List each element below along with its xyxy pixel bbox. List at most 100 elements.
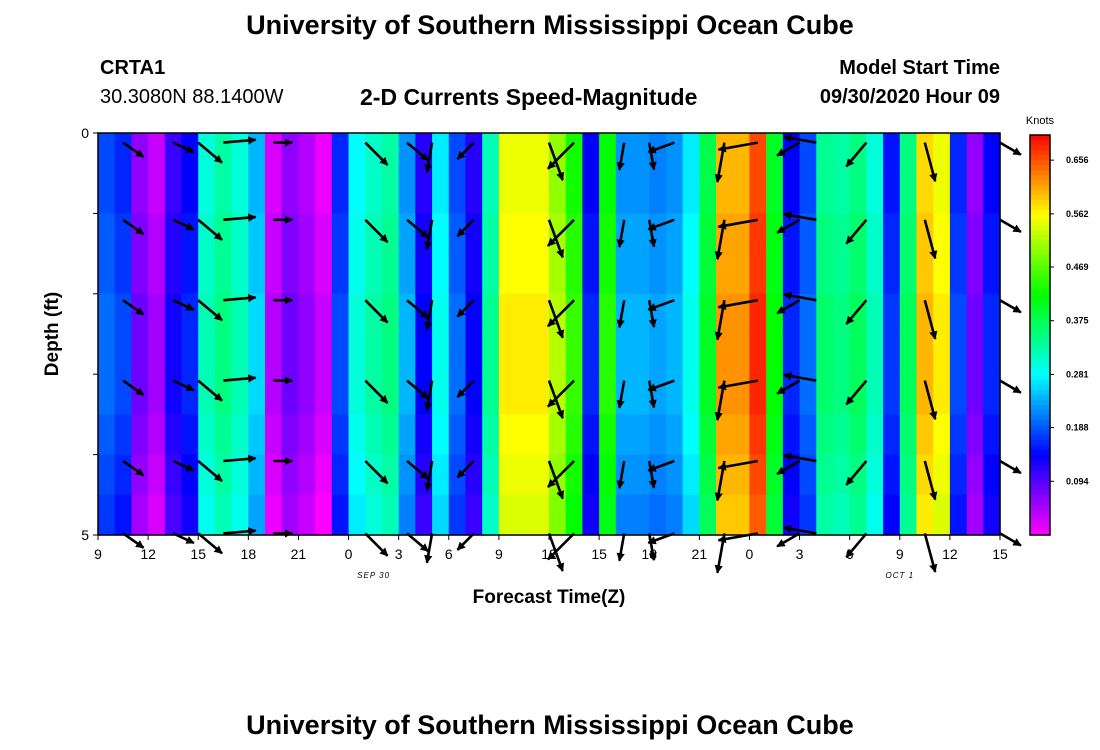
heatmap-cell	[98, 454, 116, 496]
heatmap-cell	[665, 334, 684, 375]
heatmap-cell	[465, 454, 483, 496]
heatmap-cell	[766, 334, 784, 375]
heatmap-cell	[265, 213, 283, 255]
heatmap-cell	[732, 414, 751, 456]
heatmap-cell	[732, 494, 751, 536]
heatmap-cell	[448, 253, 467, 295]
heatmap-cell	[582, 334, 600, 375]
heatmap-cell	[231, 213, 249, 255]
heatmap-cell	[398, 414, 416, 456]
heatmap-cell	[448, 213, 467, 255]
heatmap-cell	[749, 494, 767, 536]
heatmap-cell	[181, 374, 199, 415]
current-vector	[776, 218, 801, 234]
x-tick-label: 0	[345, 546, 353, 562]
colorbar-segment	[1030, 145, 1050, 151]
heatmap-cell	[549, 414, 567, 456]
heatmap-cell	[832, 334, 851, 375]
heatmap-cell	[966, 133, 984, 174]
heatmap-cell	[832, 133, 851, 174]
heatmap-cell	[549, 173, 567, 214]
heatmap-cell	[265, 253, 283, 295]
heatmap-cell	[849, 253, 867, 295]
heatmap-cell	[732, 173, 751, 214]
heatmap-cell	[348, 293, 366, 335]
current-vector	[197, 379, 223, 402]
colorbar-segment	[1030, 295, 1050, 301]
heatmap-cell	[148, 414, 166, 456]
current-vector	[999, 532, 1022, 547]
heatmap-cell	[181, 173, 199, 214]
heatmap-cell	[331, 414, 350, 456]
heatmap-cell	[98, 253, 116, 295]
heatmap-cell	[98, 213, 116, 255]
current-vector	[364, 532, 389, 557]
colorbar-segment	[1030, 385, 1050, 391]
heatmap-cell	[732, 133, 751, 174]
current-vector	[546, 532, 576, 561]
heatmap-cell	[732, 253, 751, 295]
colorbar-segment	[1030, 260, 1050, 266]
heatmap-cell	[398, 133, 416, 174]
heatmap-cell	[532, 253, 550, 295]
colorbar-segment	[1030, 465, 1050, 471]
heatmap-cell	[448, 293, 467, 335]
current-vector	[406, 141, 430, 162]
heatmap-cell	[816, 454, 834, 496]
heatmap-cell	[899, 414, 918, 456]
heatmap-cell	[766, 133, 784, 174]
heatmap-cell	[214, 414, 233, 456]
heatmap-cell	[432, 454, 450, 496]
current-vector	[776, 299, 801, 315]
colorbar-segment	[1030, 175, 1050, 181]
colorbar-tick-label: 0.375	[1066, 316, 1089, 326]
heatmap-cell	[532, 133, 550, 174]
heatmap-cell	[365, 253, 383, 295]
colorbar-segment	[1030, 250, 1050, 256]
heatmap-cell	[298, 253, 316, 295]
heatmap-cell	[315, 133, 333, 174]
colorbar-segment	[1030, 415, 1050, 421]
current-vector	[122, 532, 145, 549]
colorbar-segment	[1030, 285, 1050, 291]
heatmap-cell	[799, 374, 817, 415]
x-tick-label: 21	[692, 546, 708, 562]
heatmap-cell	[148, 173, 166, 214]
heatmap-cell	[415, 414, 433, 456]
heatmap-cell	[198, 334, 216, 375]
heatmap-cell	[415, 173, 433, 214]
heatmap-cell	[699, 253, 717, 295]
y-axis-label: Depth (ft)	[42, 292, 63, 376]
heatmap-cell	[148, 253, 166, 295]
current-vector	[223, 374, 257, 383]
heatmap-cell	[98, 173, 116, 214]
colorbar-segment	[1030, 200, 1050, 206]
heatmap-cell	[432, 213, 450, 255]
station-name: CRTA1	[100, 57, 166, 79]
heatmap-cell	[866, 454, 884, 496]
heatmap-cell	[782, 454, 801, 496]
heatmap-cell	[866, 133, 884, 174]
colorbar-segment	[1030, 370, 1050, 376]
heatmap-cell	[565, 253, 583, 295]
heatmap-cell	[315, 293, 333, 335]
heatmap-cell	[198, 494, 216, 536]
colorbar-segment	[1030, 235, 1050, 241]
heatmap-cell	[949, 374, 968, 415]
colorbar-segment	[1030, 305, 1050, 311]
current-vector	[456, 141, 475, 161]
colorbar-segment	[1030, 135, 1050, 141]
colorbar-segment	[1030, 490, 1050, 496]
heatmap-cell	[298, 133, 316, 174]
heatmap-cell	[699, 293, 717, 335]
current-vector	[546, 218, 576, 247]
y-axis: 05	[81, 125, 98, 543]
heatmap-cell	[148, 133, 166, 174]
colorbar-segment	[1030, 280, 1050, 286]
current-vector	[406, 218, 430, 239]
heatmap-cell	[983, 334, 1001, 375]
colorbar-segment	[1030, 345, 1050, 351]
heatmap-cell	[599, 213, 617, 255]
colorbar-segment	[1030, 290, 1050, 296]
heatmap-cell	[348, 414, 366, 456]
